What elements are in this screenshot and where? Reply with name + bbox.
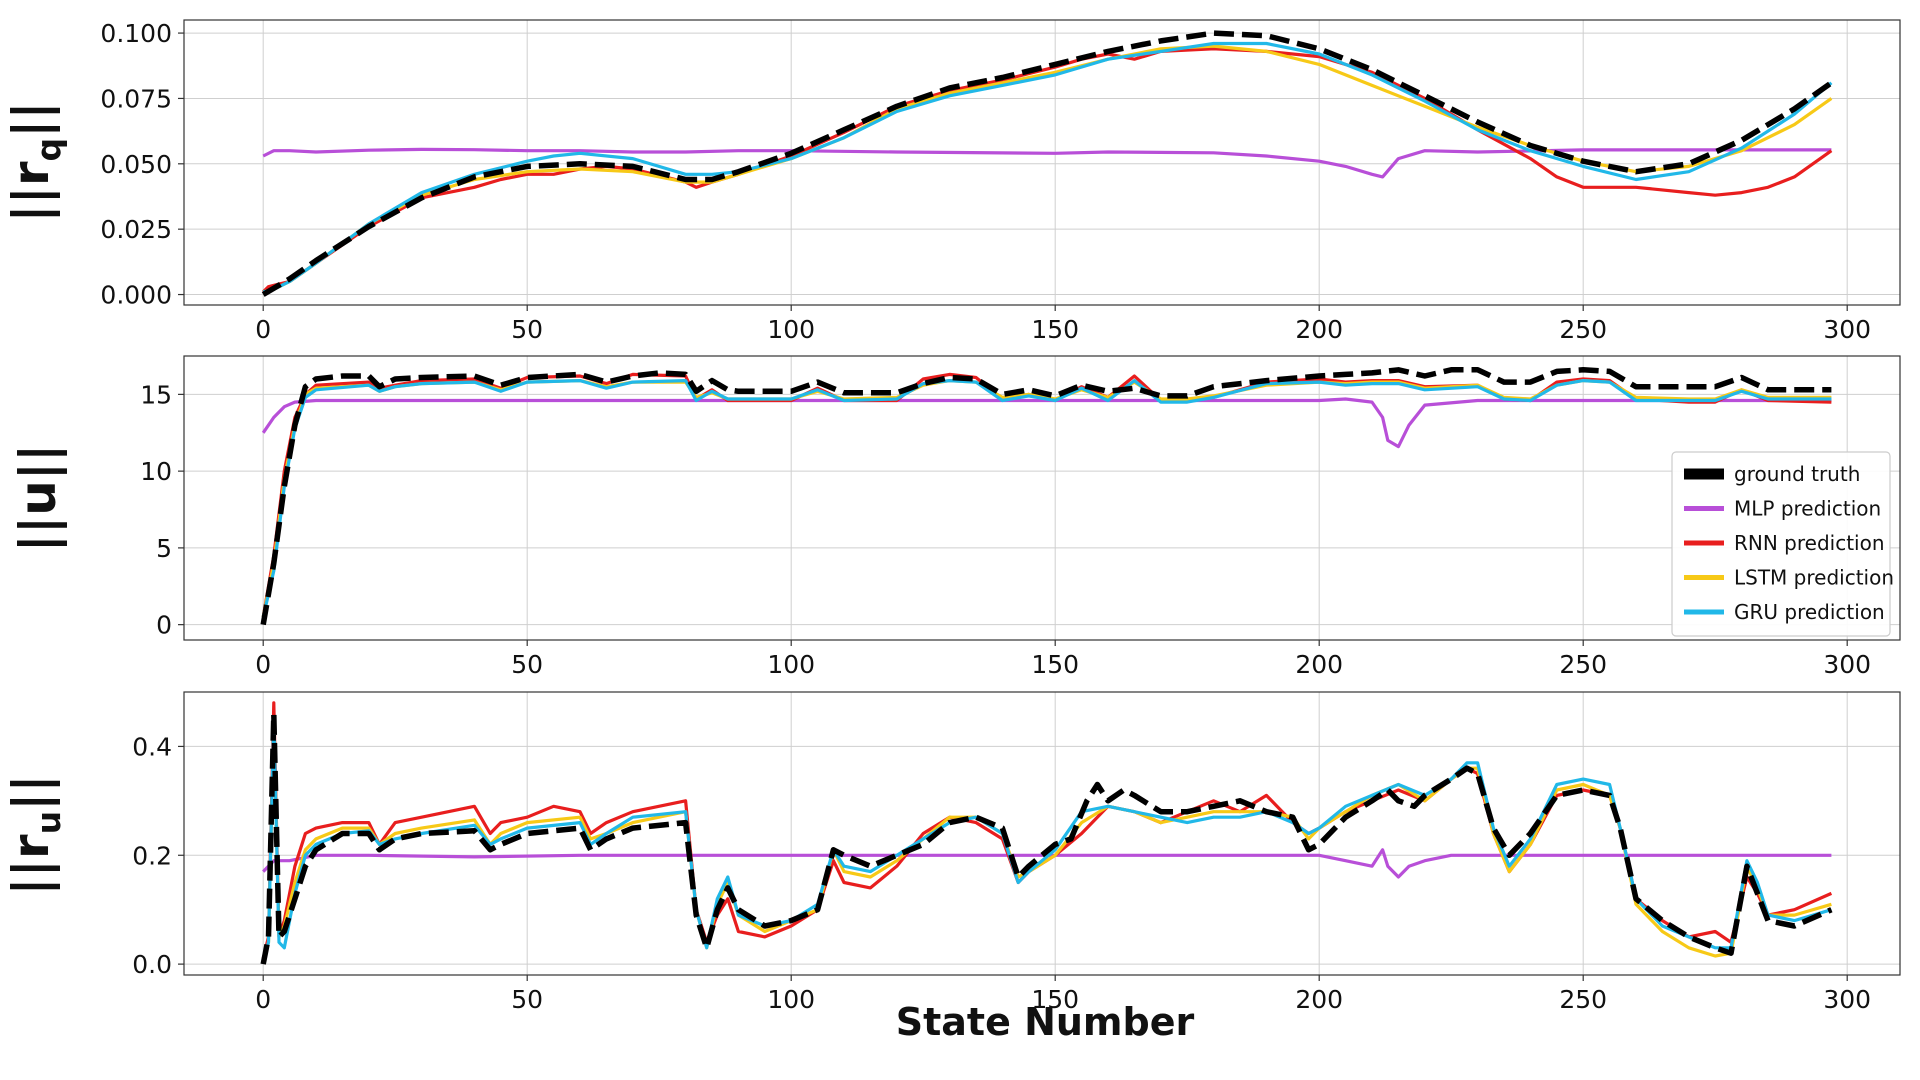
x-tick-label: 50 [511, 315, 543, 344]
series-line-ground-truth [261, 30, 1833, 297]
x-tick-label: 300 [1823, 315, 1871, 344]
x-tick-label: 300 [1823, 650, 1871, 679]
y-axis-label: ||u|| [9, 444, 67, 553]
axes-frame [183, 691, 1901, 976]
x-tick-label: 0 [255, 650, 271, 679]
plot-area [184, 356, 1900, 640]
y-tick-label: 0.075 [100, 84, 172, 113]
x-tick-label: 200 [1295, 650, 1343, 679]
x-tick-label: 100 [767, 650, 815, 679]
legend-label: MLP prediction [1734, 497, 1881, 521]
y-tick-label: 0.2 [132, 841, 172, 870]
x-tick-label: 0 [255, 985, 271, 1014]
legend-label: RNN prediction [1734, 531, 1885, 555]
x-tick-label: 150 [1031, 650, 1079, 679]
x-tick-label: 150 [1031, 315, 1079, 344]
y-tick-label: 5 [156, 534, 172, 563]
x-tick-label: 50 [511, 650, 543, 679]
x-tick-label: 250 [1559, 315, 1607, 344]
y-tick-label: 0.0 [132, 950, 172, 979]
legend-label: LSTM prediction [1734, 566, 1894, 590]
x-tick-label: 100 [767, 315, 815, 344]
x-tick-label: 150 [1031, 985, 1079, 1014]
panel-2: 0 50 100 150 200 250 300 0 5 10 15 ||u|| [9, 355, 1901, 679]
y-tick-label: 0.000 [100, 281, 172, 310]
x-tick-label: 50 [511, 985, 543, 1014]
plot-area [184, 20, 1900, 305]
y-tick-label: 0.025 [100, 215, 172, 244]
panel-3: 0 50 100 150 200 250 300 0.0 0.2 0.4 ||ru|| [2, 691, 1901, 1014]
legend-label: GRU prediction [1734, 600, 1885, 624]
legend-label: ground truth [1734, 462, 1860, 486]
x-tick-label: 0 [255, 315, 271, 344]
y-tick-label: 0.100 [100, 19, 172, 48]
panel-1: 0 50 100 150 200 250 300 0.000 0.025 0.050 0.075 0.… [2, 19, 1901, 344]
x-tick-label: 250 [1559, 985, 1607, 1014]
legend-box [1671, 451, 1891, 637]
y-tick-label: 0.4 [132, 732, 172, 761]
axes-frame [183, 19, 1901, 306]
x-tick-label: 300 [1823, 985, 1871, 1014]
series-line-ground-truth [260, 711, 1833, 965]
series-line-mlp-prediction [262, 147, 1832, 179]
y-tick-label: 10 [140, 457, 172, 486]
series-line-ground-truth [260, 367, 1832, 626]
y-tick-label: 0.050 [100, 150, 172, 179]
x-axis-label: State Number [896, 1000, 1195, 1044]
x-tick-label: 200 [1295, 985, 1343, 1014]
series-line-gru-prediction [262, 41, 1833, 294]
series-line-mlp-prediction [262, 848, 1832, 879]
y-axis-label: ||ru|| [2, 774, 68, 895]
y-tick-label: 0 [156, 611, 172, 640]
series-line-mlp-prediction [261, 397, 1832, 449]
axes-frame [183, 355, 1901, 641]
y-tick-label: 15 [140, 380, 172, 409]
x-tick-label: 200 [1295, 315, 1343, 344]
x-tick-label: 100 [767, 985, 815, 1014]
x-tick-label: 250 [1559, 650, 1607, 679]
legend: ground truth MLP prediction RNN prediction… [1671, 451, 1894, 637]
series-line-gru-prediction [261, 379, 1832, 618]
y-axis-label: ||rq|| [2, 101, 68, 222]
